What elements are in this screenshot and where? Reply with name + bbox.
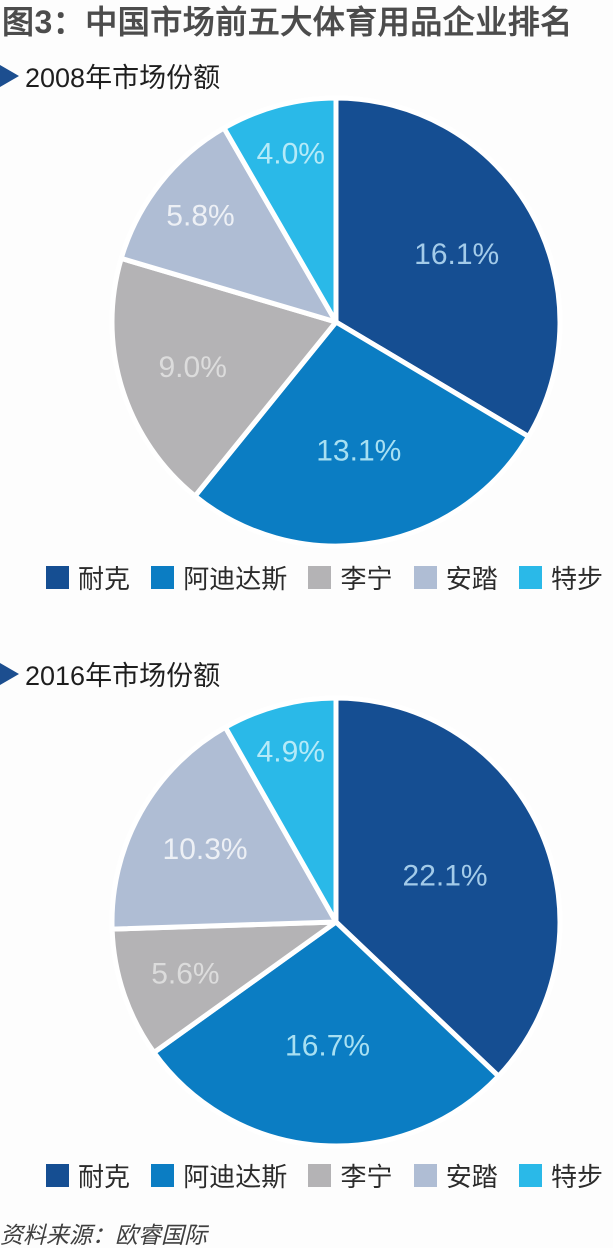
pie-slice-阿迪达斯: [192, 319, 532, 549]
legend-swatch-icon: [46, 565, 69, 589]
pie-slice-label-阿迪达斯: 13.1%: [316, 434, 401, 467]
legend-swatch-icon: [46, 1163, 69, 1187]
legend-label: 耐克: [78, 563, 131, 594]
legend-item-耐克: 耐克: [46, 559, 130, 596]
legend-swatch-icon: [151, 565, 175, 589]
legend-item-阿迪达斯: 阿迪达斯: [151, 559, 287, 596]
figure-title: 图3：中国市场前五大体育用品企业排名: [2, 4, 573, 40]
legend-2016: 耐克 阿迪达斯 李宁 安踏 特步: [46, 1158, 603, 1192]
pie-slice-label-耐克: 22.1%: [403, 860, 488, 893]
triangle-bullet-icon: [0, 662, 19, 685]
pie-slice-安踏: [109, 724, 339, 932]
legend-swatch-icon: [413, 1163, 437, 1187]
pie-slice-安踏: [118, 125, 339, 325]
legend-item-李宁: 李宁: [308, 559, 392, 596]
legend-item-阿迪达斯: 阿迪达斯: [151, 1157, 287, 1194]
source-note: 资料来源：欧睿国际: [0, 1222, 207, 1248]
pie-chart-2008: 16.1% 13.1% 9.0% 5.8% 4.0%: [109, 95, 563, 549]
legend-item-安踏: 安踏: [413, 1157, 498, 1194]
legend-2008: 耐克 阿迪达斯 李宁 安踏 特步: [46, 560, 603, 594]
legend-label: 阿迪达斯: [183, 563, 288, 594]
legend-label: 安踏: [445, 563, 498, 594]
pie-slice-特步: [221, 95, 339, 325]
pie-slice-label-耐克: 16.1%: [414, 238, 499, 271]
legend-item-特步: 特步: [518, 1157, 603, 1194]
pie-slice-耐克: [333, 695, 563, 1079]
pie-slice-label-李宁: 9.0%: [159, 351, 227, 384]
legend-label: 安踏: [445, 1161, 498, 1192]
pie-slice-label-特步: 4.0%: [257, 138, 325, 171]
pie-slice-李宁: [109, 919, 339, 1056]
pie-slice-耐克: [333, 95, 563, 440]
legend-swatch-icon: [518, 565, 542, 589]
legend-swatch-icon: [413, 565, 437, 589]
legend-label: 特步: [550, 1161, 603, 1192]
legend-item-耐克: 耐克: [46, 1157, 130, 1194]
pie-slice-阿迪达斯: [151, 919, 502, 1149]
legend-label: 耐克: [78, 1161, 131, 1192]
section-header-2016: 2016年市场份额: [0, 654, 220, 693]
triangle-bullet-icon: [0, 64, 19, 87]
legend-label: 阿迪达斯: [183, 1161, 288, 1192]
legend-item-特步: 特步: [518, 559, 603, 596]
section-title-2008: 2008年市场份额: [25, 63, 221, 93]
legend-item-安踏: 安踏: [413, 559, 498, 596]
legend-item-李宁: 李宁: [308, 1157, 392, 1194]
section-title-2016: 2016年市场份额: [25, 661, 221, 691]
legend-label: 李宁: [340, 563, 393, 594]
pie-slice-label-阿迪达斯: 16.7%: [285, 1029, 370, 1062]
legend-swatch-icon: [518, 1163, 542, 1187]
pie-slice-label-李宁: 5.6%: [151, 958, 219, 991]
pie-slice-label-安踏: 5.8%: [166, 200, 234, 233]
pie-slice-label-安踏: 10.3%: [163, 833, 248, 866]
legend-label: 李宁: [340, 1161, 393, 1192]
pie-slice-label-特步: 4.9%: [257, 735, 325, 768]
legend-swatch-icon: [308, 565, 332, 589]
legend-swatch-icon: [151, 1163, 175, 1187]
legend-swatch-icon: [308, 1163, 332, 1187]
legend-label: 特步: [550, 563, 603, 594]
section-header-2008: 2008年市场份额: [0, 56, 220, 95]
pie-slice-特步: [222, 695, 339, 925]
pie-chart-2016: 22.1% 16.7% 5.6% 10.3% 4.9%: [109, 695, 563, 1149]
pie-slice-李宁: [109, 255, 339, 499]
